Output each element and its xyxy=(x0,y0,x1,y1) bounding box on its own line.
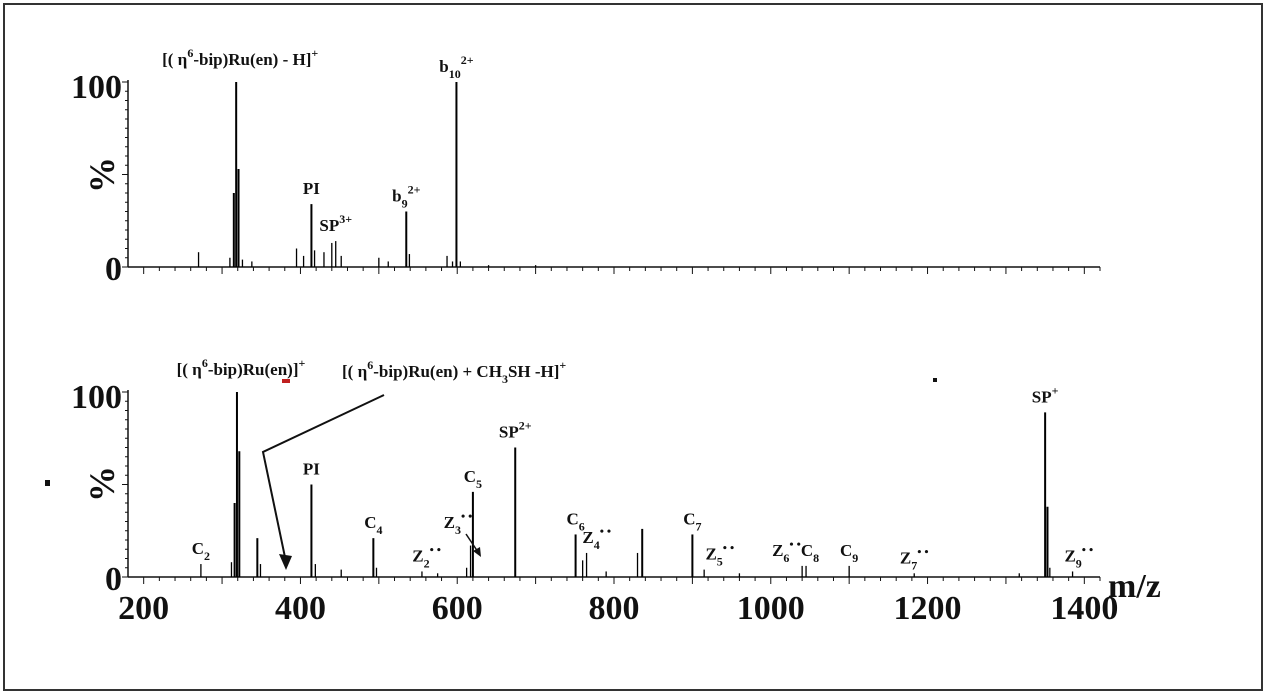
peak-label-11: Z5• •​ xyxy=(705,541,734,569)
x-tick-label-800: 800 xyxy=(589,590,640,627)
peak-label-17: Z9• •​ xyxy=(1064,542,1093,570)
x-tick-label-1200: 1200 xyxy=(894,590,962,627)
peak-label-1: PI xyxy=(303,460,320,479)
peak-label-2: C2​ xyxy=(192,539,210,563)
z3-arrow xyxy=(465,533,479,553)
peak-label-3: C4​ xyxy=(364,513,382,537)
callout-arrowhead xyxy=(279,554,292,570)
peak-label-4: b102+​ xyxy=(439,53,473,81)
x-axis-label: m/z xyxy=(1108,568,1161,605)
stray-mark xyxy=(45,480,50,486)
y-tick-label-0: 0 xyxy=(105,561,122,598)
y-tick-label-100: 100 xyxy=(71,69,122,106)
peak-label-6: C5​ xyxy=(464,467,482,491)
callout-arrow xyxy=(261,394,385,563)
peak-label-16: SP+​ xyxy=(1032,383,1059,406)
peak-label-0: [( η6​-bip)Ru(en) - H]+ xyxy=(162,46,318,69)
y-tick-label-100: 100 xyxy=(71,379,122,416)
y-axis-label: % xyxy=(82,157,122,193)
peak-label-2: SP3+​ xyxy=(319,212,352,235)
spectrum-panel-1: 100 0% [( η6​-bip)Ru(en) - H]+ PI SP3+​ b92+​… xyxy=(71,46,1101,288)
peak-label-10: C7​ xyxy=(683,509,701,533)
peak-label-13: C8​ xyxy=(801,541,819,565)
stray-dot xyxy=(933,378,937,382)
peak-label-12: Z6• •​ xyxy=(772,537,801,565)
peak-label-5: Z3• •​ xyxy=(444,509,473,537)
peak-label-9: Z4• •​ xyxy=(582,524,611,552)
peak-label-4: Z2• •​ xyxy=(412,542,441,570)
callout-label: [( η6-bip)Ru(en) + CH3SH -H]+ xyxy=(342,358,566,386)
peak-label-7: SP2+​ xyxy=(499,419,532,442)
peak-label-15: Z7• •​ xyxy=(900,544,929,572)
peak-label-1: PI xyxy=(303,179,320,198)
x-tick-label-400: 400 xyxy=(275,590,326,627)
peak-label-8: C6​ xyxy=(566,509,584,533)
stray-red-mark xyxy=(282,379,290,383)
figure-frame xyxy=(3,3,1263,691)
x-tick-label-1400: 1400 xyxy=(1050,590,1118,627)
z3-arrowhead xyxy=(473,547,481,557)
peak-label-3: b92+​ xyxy=(392,183,420,211)
x-tick-label-600: 600 xyxy=(432,590,483,627)
peak-label-14: C9​ xyxy=(840,541,858,565)
y-tick-label-0: 0 xyxy=(105,251,122,288)
x-tick-label-200: 200 xyxy=(118,590,169,627)
y-axis-label: % xyxy=(82,466,122,502)
peak-label-0: [( η6​-bip)Ru(en)]+ xyxy=(177,356,306,379)
x-tick-label-1000: 1000 xyxy=(737,590,805,627)
